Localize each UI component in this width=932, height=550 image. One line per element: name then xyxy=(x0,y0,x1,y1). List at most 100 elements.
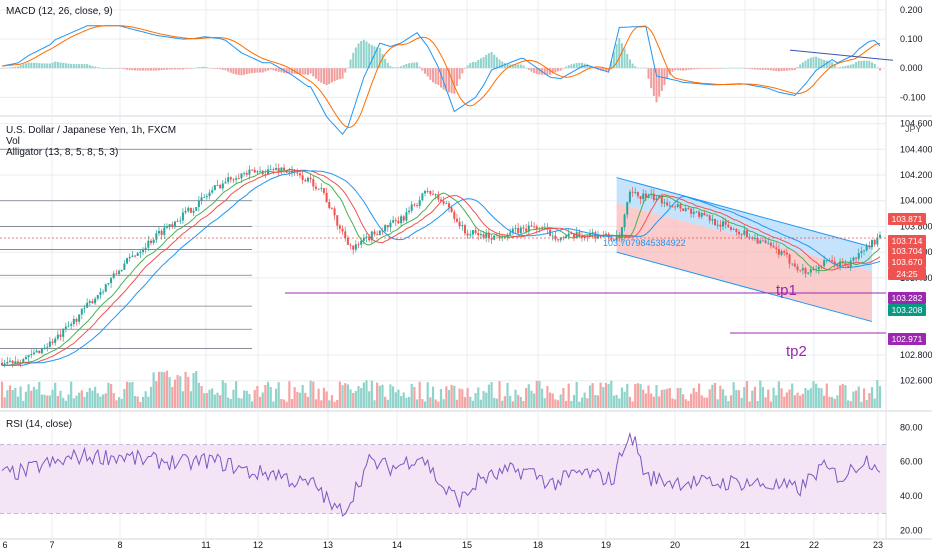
candle-body xyxy=(408,210,411,213)
volume-bar xyxy=(474,393,477,408)
macd-histogram-bar xyxy=(817,57,820,69)
macd-histogram-bar xyxy=(836,67,839,69)
volume-bar xyxy=(469,396,472,408)
candle-body xyxy=(469,234,472,236)
candle-body xyxy=(341,228,344,232)
macd-histogram-bar xyxy=(567,65,570,69)
candle-body xyxy=(596,235,599,239)
candle-body xyxy=(104,284,107,292)
macd-histogram-bar xyxy=(269,68,272,70)
candle-body xyxy=(743,230,746,235)
volume-bar xyxy=(195,371,198,408)
macd-histogram-bar xyxy=(695,68,698,70)
macd-histogram-bar xyxy=(296,68,299,75)
volume-bar xyxy=(168,377,171,408)
candle-body xyxy=(767,242,770,244)
volume-bar xyxy=(152,372,155,408)
candle-body xyxy=(533,226,536,228)
volume-bar xyxy=(815,383,818,408)
volume-bar xyxy=(192,373,195,408)
volume-bar xyxy=(466,388,469,408)
macd-histogram-bar xyxy=(825,60,828,69)
volume-bar xyxy=(663,389,666,408)
volume-bar xyxy=(120,398,123,408)
candle-body xyxy=(724,221,727,225)
macd-histogram-bar xyxy=(785,68,788,71)
macd-y-tick: 0.200 xyxy=(900,5,923,15)
volume-bar xyxy=(628,396,632,408)
volume-bar xyxy=(551,393,554,408)
volume-bar xyxy=(721,389,725,408)
price-y-tick: 104.000 xyxy=(900,196,932,206)
macd-histogram-bar xyxy=(644,67,647,69)
candle-body xyxy=(804,268,807,274)
macd-histogram-bar xyxy=(722,68,725,69)
candle-body xyxy=(384,225,387,232)
candle-body xyxy=(86,302,89,308)
macd-histogram-bar xyxy=(152,68,155,71)
candle-body xyxy=(35,350,38,353)
macd-histogram-bar xyxy=(714,68,717,69)
candle-body xyxy=(573,233,576,238)
volume-bar xyxy=(439,388,443,408)
volume-bar xyxy=(306,396,310,408)
macd-histogram-bar xyxy=(373,46,376,69)
candle-body xyxy=(690,208,693,214)
volume-bar xyxy=(11,390,14,408)
macd-histogram-bar xyxy=(107,68,110,69)
x-tick-label: 21 xyxy=(740,540,750,550)
volume-bar xyxy=(644,393,647,408)
volume-bar xyxy=(791,383,794,408)
macd-histogram-bar xyxy=(298,68,301,75)
volume-bar xyxy=(564,400,568,408)
volume-bar xyxy=(522,401,525,408)
alligator-lips xyxy=(2,168,881,366)
volume-bar xyxy=(368,391,371,408)
macd-histogram-bar xyxy=(392,67,395,69)
candle-body xyxy=(711,219,714,221)
candle-body xyxy=(610,237,613,240)
macd-histogram-bar xyxy=(330,68,333,83)
volume-bar xyxy=(860,401,863,408)
volume-bar xyxy=(716,399,719,408)
candle-body xyxy=(466,233,469,236)
macd-histogram-bar xyxy=(64,63,67,69)
candle-body xyxy=(336,215,339,226)
candle-body xyxy=(674,206,677,208)
macd-histogram-bar xyxy=(517,64,520,69)
macd-histogram-bar xyxy=(155,68,158,71)
macd-histogram-bar xyxy=(767,68,770,70)
candle-body xyxy=(706,215,709,217)
macd-histogram-bar xyxy=(716,68,719,69)
candle-body xyxy=(189,207,192,213)
candle-body xyxy=(394,220,397,221)
candle-body xyxy=(298,173,301,176)
volume-bar xyxy=(666,388,669,408)
macd-histogram-bar xyxy=(788,68,791,71)
volume-bar xyxy=(362,382,365,408)
candle-body xyxy=(325,192,328,203)
candle-body xyxy=(604,233,607,236)
volume-bar xyxy=(796,392,799,408)
macd-histogram-bar xyxy=(16,66,19,69)
volume-bar xyxy=(604,382,608,408)
candle-body xyxy=(352,245,355,250)
macd-histogram-bar xyxy=(815,56,818,69)
volume-bar xyxy=(671,398,674,408)
volume-bar xyxy=(695,391,698,408)
macd-histogram-bar xyxy=(562,68,565,69)
candle-body xyxy=(317,188,320,190)
volume-bar xyxy=(173,379,177,408)
candle-body xyxy=(424,191,427,194)
volume-bar xyxy=(844,385,847,408)
candle-body xyxy=(698,211,701,217)
macd-histogram-bar xyxy=(727,67,730,69)
macd-histogram-bar xyxy=(490,52,493,69)
macd-histogram-bar xyxy=(772,68,775,71)
macd-histogram-bar xyxy=(801,62,804,69)
macd-histogram-bar xyxy=(719,68,722,69)
candle-body xyxy=(509,232,512,235)
candle-body xyxy=(280,167,283,172)
volume-bar xyxy=(618,398,621,408)
